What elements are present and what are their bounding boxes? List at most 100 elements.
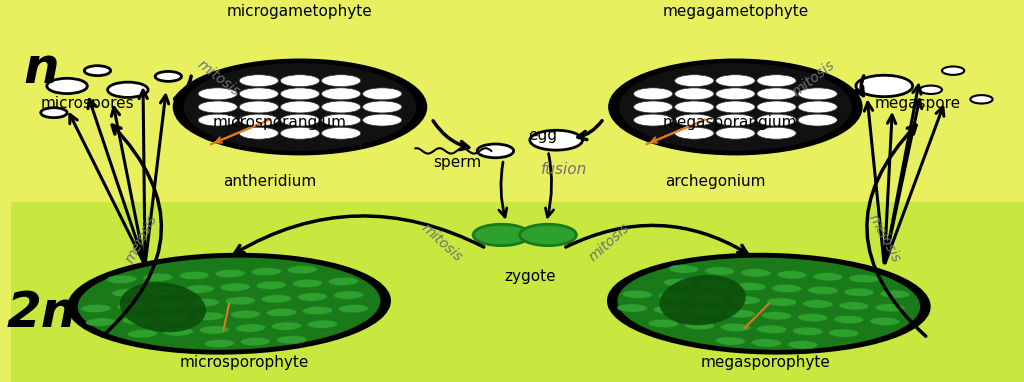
Ellipse shape	[798, 313, 827, 322]
Ellipse shape	[757, 114, 797, 126]
Ellipse shape	[240, 127, 279, 139]
Ellipse shape	[322, 101, 360, 113]
Ellipse shape	[634, 114, 673, 126]
Ellipse shape	[664, 278, 693, 287]
Ellipse shape	[276, 335, 307, 344]
Ellipse shape	[617, 257, 921, 350]
Text: megasporophyte: megasporophyte	[700, 355, 830, 371]
Ellipse shape	[195, 312, 224, 320]
Ellipse shape	[705, 267, 735, 275]
FancyBboxPatch shape	[11, 202, 1024, 382]
Ellipse shape	[117, 302, 147, 311]
Ellipse shape	[772, 284, 802, 293]
Ellipse shape	[281, 127, 319, 139]
Ellipse shape	[236, 324, 265, 332]
Circle shape	[529, 130, 583, 150]
Circle shape	[173, 59, 427, 155]
Circle shape	[84, 66, 111, 76]
Ellipse shape	[322, 114, 360, 126]
Ellipse shape	[757, 75, 797, 87]
Ellipse shape	[179, 271, 209, 280]
Ellipse shape	[86, 318, 116, 326]
Ellipse shape	[716, 75, 755, 87]
Ellipse shape	[634, 88, 673, 100]
Ellipse shape	[322, 127, 360, 139]
Ellipse shape	[675, 88, 714, 100]
Ellipse shape	[81, 304, 111, 313]
Ellipse shape	[220, 283, 250, 291]
Ellipse shape	[297, 293, 328, 301]
Ellipse shape	[189, 298, 219, 307]
Text: mitosis: mitosis	[586, 221, 632, 264]
Ellipse shape	[147, 287, 178, 295]
Ellipse shape	[69, 254, 389, 353]
Ellipse shape	[106, 275, 137, 283]
Ellipse shape	[225, 296, 255, 305]
Ellipse shape	[720, 323, 751, 332]
Text: microspores: microspores	[41, 96, 134, 111]
Ellipse shape	[849, 274, 880, 283]
Ellipse shape	[658, 292, 688, 301]
Circle shape	[156, 71, 181, 81]
Ellipse shape	[694, 294, 725, 303]
Ellipse shape	[684, 321, 715, 330]
Circle shape	[41, 108, 68, 118]
Ellipse shape	[339, 304, 369, 313]
Text: mitosis: mitosis	[790, 57, 838, 99]
Circle shape	[473, 224, 529, 246]
Ellipse shape	[834, 315, 864, 324]
Circle shape	[520, 224, 577, 246]
Ellipse shape	[793, 327, 822, 335]
Ellipse shape	[112, 289, 142, 297]
Text: meiosis: meiosis	[865, 212, 903, 265]
Text: antheridium: antheridium	[223, 174, 316, 189]
Ellipse shape	[198, 101, 238, 113]
Text: megaspore: megaspore	[874, 96, 961, 111]
Ellipse shape	[869, 317, 900, 326]
Ellipse shape	[251, 267, 282, 276]
Circle shape	[971, 95, 992, 104]
Ellipse shape	[798, 114, 838, 126]
Ellipse shape	[266, 308, 297, 317]
Ellipse shape	[362, 101, 401, 113]
Ellipse shape	[287, 265, 317, 274]
Ellipse shape	[307, 320, 338, 329]
Ellipse shape	[322, 75, 360, 87]
Ellipse shape	[163, 328, 194, 336]
Text: megagametophyte: megagametophyte	[663, 4, 809, 19]
Ellipse shape	[142, 273, 173, 282]
Ellipse shape	[689, 308, 720, 316]
Text: zygote: zygote	[504, 269, 556, 285]
Text: microsporangium: microsporangium	[213, 115, 347, 130]
Ellipse shape	[777, 270, 807, 279]
Ellipse shape	[198, 88, 238, 100]
Ellipse shape	[757, 101, 797, 113]
Text: meiosis: meiosis	[123, 212, 160, 265]
Text: fusion: fusion	[541, 162, 587, 178]
Ellipse shape	[787, 341, 818, 349]
Circle shape	[47, 78, 87, 94]
Text: mitosis: mitosis	[195, 57, 243, 99]
Ellipse shape	[120, 282, 206, 332]
Text: microgametophyte: microgametophyte	[227, 4, 373, 19]
Ellipse shape	[735, 282, 766, 291]
Ellipse shape	[675, 75, 714, 87]
Ellipse shape	[158, 314, 188, 322]
Text: 2n: 2n	[6, 289, 77, 337]
Ellipse shape	[204, 339, 234, 348]
Ellipse shape	[281, 114, 319, 126]
Ellipse shape	[127, 330, 158, 338]
Ellipse shape	[230, 310, 260, 319]
Ellipse shape	[798, 88, 838, 100]
Ellipse shape	[757, 88, 797, 100]
Text: megasporangium: megasporangium	[664, 115, 798, 130]
Ellipse shape	[240, 114, 279, 126]
Ellipse shape	[281, 75, 319, 87]
Ellipse shape	[240, 88, 279, 100]
Ellipse shape	[617, 304, 647, 312]
Ellipse shape	[716, 88, 755, 100]
Ellipse shape	[762, 311, 792, 320]
Ellipse shape	[803, 300, 833, 308]
Ellipse shape	[281, 88, 319, 100]
Ellipse shape	[675, 114, 714, 126]
